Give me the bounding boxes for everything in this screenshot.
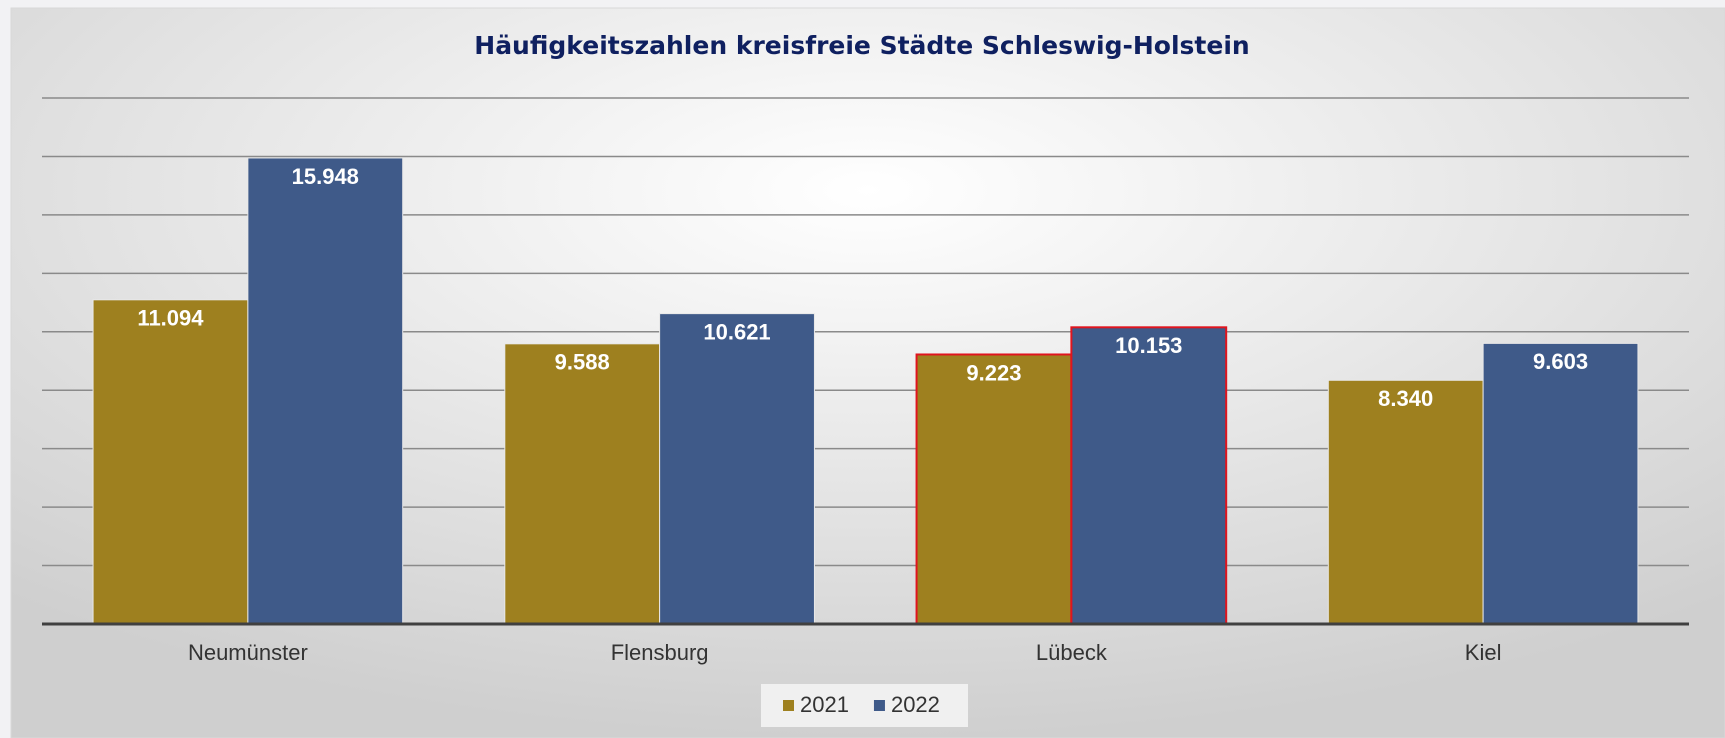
value-label: 9.603 <box>1533 349 1588 374</box>
value-label: 10.153 <box>1115 333 1182 358</box>
bar <box>92 299 249 625</box>
legend-label: 2021 <box>800 692 849 717</box>
legend: 2021 2022 <box>761 684 968 727</box>
legend-swatch <box>873 700 885 711</box>
bar <box>659 313 815 625</box>
bar <box>1327 379 1484 625</box>
x-tick-label: Neumünster <box>188 640 308 665</box>
value-label: 8.340 <box>1378 386 1433 411</box>
bar <box>1070 326 1228 625</box>
value-label: 9.588 <box>555 350 610 375</box>
value-label: 9.223 <box>966 360 1021 385</box>
legend-label: 2022 <box>891 692 940 717</box>
legend-swatch <box>783 700 794 711</box>
x-tick-label: Flensburg <box>611 640 709 665</box>
bar <box>915 353 1073 625</box>
x-tick-label: Lübeck <box>1036 640 1108 665</box>
value-label: 10.621 <box>703 319 770 344</box>
bar <box>1482 342 1639 625</box>
value-label: 11.094 <box>137 306 204 331</box>
bar <box>247 157 404 625</box>
legend-background <box>761 684 968 727</box>
x-tick-label: Kiel <box>1465 640 1502 665</box>
plot: 11.094 15.948 Neumünster 9.588 10.621 Flensbu… <box>42 97 1689 727</box>
chart-title: Häufigkeitszahlen kreisfreie Städte Schl… <box>474 31 1249 60</box>
value-label: 15.948 <box>292 164 359 189</box>
bar <box>504 343 661 625</box>
